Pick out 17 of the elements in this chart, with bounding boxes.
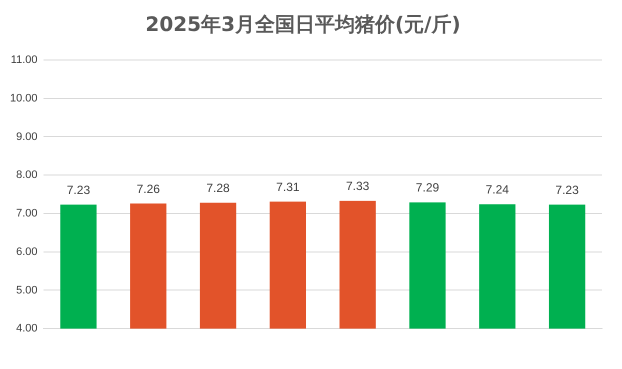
- data-label: 7.33: [346, 179, 370, 194]
- chart-title: 2025年3月全国日平均猪价(元/斤): [145, 12, 461, 36]
- y-tick-label: 4.00: [16, 322, 38, 335]
- y-tick-label: 9.00: [16, 130, 38, 143]
- data-label: 7.23: [555, 182, 580, 197]
- y-tick-label: 7.00: [16, 208, 38, 220]
- y-tick-label: 11.00: [10, 54, 38, 66]
- data-label: 7.23: [66, 182, 90, 197]
- data-label: 7.31: [276, 180, 300, 194]
- data-label: 7.28: [206, 181, 230, 196]
- data-label: 7.29: [416, 180, 440, 195]
- y-tick-label: 5.00: [16, 284, 38, 296]
- y-tick-label: 10.00: [10, 92, 38, 104]
- y-tick-label: 6.00: [16, 246, 38, 258]
- data-label: 7.24: [486, 182, 510, 197]
- data-label: 7.26: [136, 182, 160, 196]
- y-tick-label: 8.00: [16, 169, 38, 182]
